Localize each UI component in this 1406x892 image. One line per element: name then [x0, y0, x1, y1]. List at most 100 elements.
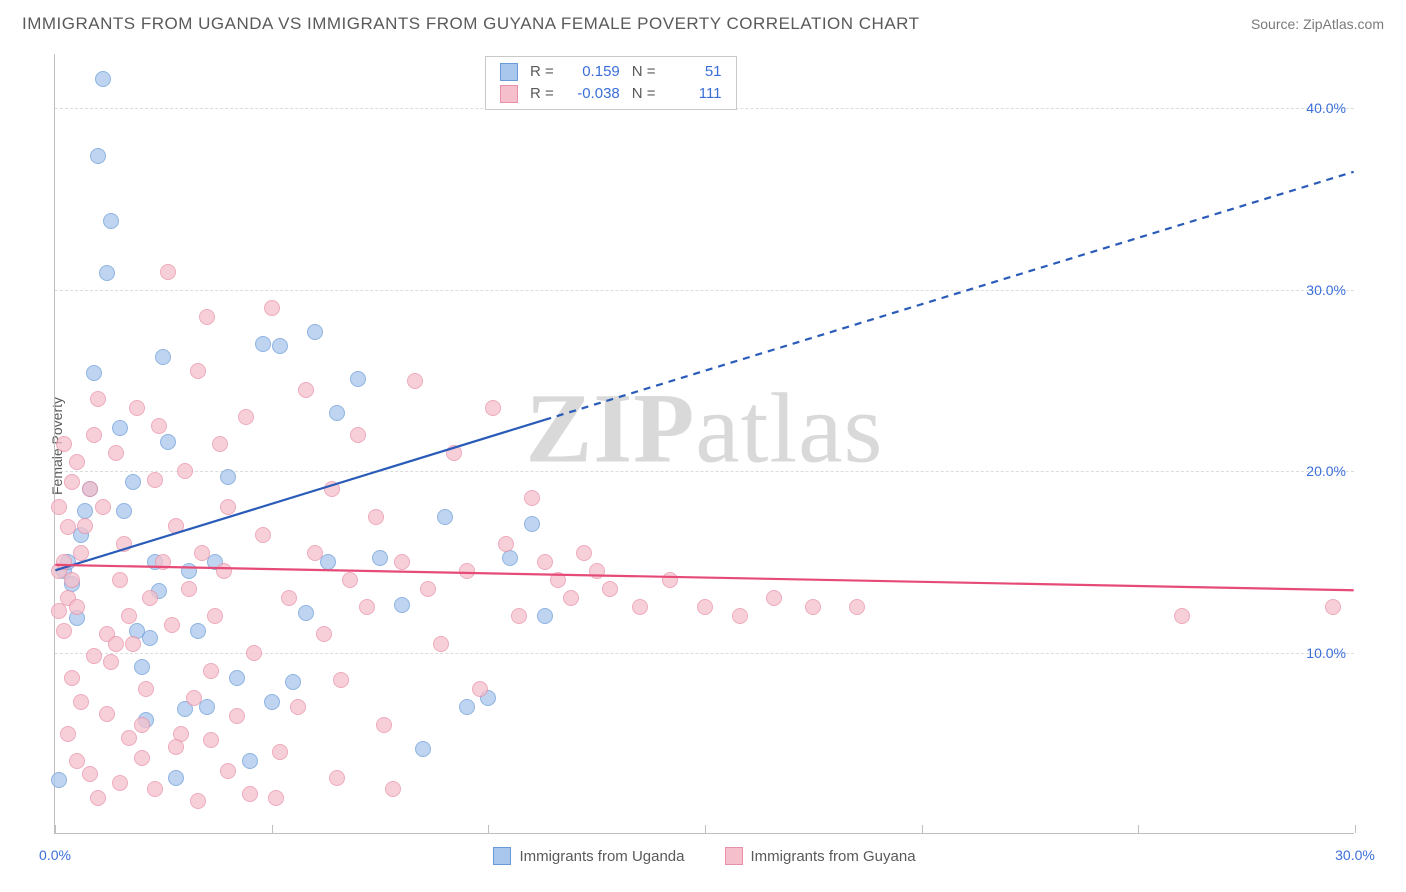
data-point	[134, 750, 150, 766]
legend-item-uganda: Immigrants from Uganda	[493, 847, 684, 865]
x-tick-mark	[272, 825, 273, 833]
data-point	[307, 545, 323, 561]
data-point	[350, 371, 366, 387]
legend-label-uganda: Immigrants from Uganda	[519, 848, 684, 865]
data-point	[307, 324, 323, 340]
data-point	[82, 766, 98, 782]
data-point	[333, 672, 349, 688]
data-point	[459, 699, 475, 715]
data-point	[298, 382, 314, 398]
stats-row-uganda: R = 0.159 N = 51	[500, 61, 722, 83]
data-point	[511, 608, 527, 624]
data-point	[524, 516, 540, 532]
data-point	[576, 545, 592, 561]
data-point	[229, 670, 245, 686]
legend: Immigrants from Uganda Immigrants from G…	[55, 847, 1354, 865]
x-tick-mark	[922, 825, 923, 833]
data-point	[316, 626, 332, 642]
data-point	[129, 400, 145, 416]
data-point	[662, 572, 678, 588]
gridline	[55, 290, 1354, 291]
x-tick-mark	[488, 825, 489, 833]
data-point	[602, 581, 618, 597]
data-point	[212, 436, 228, 452]
n-label: N =	[632, 83, 656, 105]
data-point	[342, 572, 358, 588]
data-point	[207, 608, 223, 624]
data-point	[298, 605, 314, 621]
data-point	[112, 775, 128, 791]
data-point	[732, 608, 748, 624]
y-tick-label: 20.0%	[1306, 463, 1346, 479]
data-point	[108, 636, 124, 652]
data-point	[290, 699, 306, 715]
data-point	[394, 597, 410, 613]
chart-header: IMMIGRANTS FROM UGANDA VS IMMIGRANTS FRO…	[0, 0, 1406, 44]
data-point	[147, 781, 163, 797]
data-point	[220, 763, 236, 779]
swatch-uganda	[500, 63, 518, 81]
data-point	[73, 694, 89, 710]
y-tick-label: 40.0%	[1306, 100, 1346, 116]
data-point	[151, 418, 167, 434]
watermark-zip: ZIP	[526, 372, 696, 483]
data-point	[103, 654, 119, 670]
watermark-atlas: atlas	[695, 372, 883, 483]
data-point	[181, 581, 197, 597]
data-point	[359, 599, 375, 615]
data-point	[849, 599, 865, 615]
data-point	[216, 563, 232, 579]
source-value: ZipAtlas.com	[1303, 16, 1384, 32]
data-point	[116, 503, 132, 519]
data-point	[69, 454, 85, 470]
data-point	[766, 590, 782, 606]
data-point	[242, 753, 258, 769]
data-point	[268, 790, 284, 806]
data-point	[320, 554, 336, 570]
data-point	[125, 474, 141, 490]
data-point	[407, 373, 423, 389]
data-point	[64, 670, 80, 686]
data-point	[142, 590, 158, 606]
legend-swatch-uganda	[493, 847, 511, 865]
data-point	[199, 699, 215, 715]
data-point	[99, 265, 115, 281]
data-point	[147, 472, 163, 488]
source-attribution: Source: ZipAtlas.com	[1251, 16, 1384, 32]
data-point	[372, 550, 388, 566]
data-point	[164, 617, 180, 633]
data-point	[255, 336, 271, 352]
swatch-guyana	[500, 85, 518, 103]
data-point	[116, 536, 132, 552]
data-point	[155, 349, 171, 365]
data-point	[64, 474, 80, 490]
r-label: R =	[530, 83, 554, 105]
legend-swatch-guyana	[725, 847, 743, 865]
data-point	[155, 554, 171, 570]
data-point	[203, 732, 219, 748]
data-point	[86, 648, 102, 664]
data-point	[376, 717, 392, 733]
data-point	[329, 405, 345, 421]
x-tick-mark	[1355, 825, 1356, 833]
data-point	[420, 581, 436, 597]
data-point	[415, 741, 431, 757]
data-point	[95, 71, 111, 87]
data-point	[186, 690, 202, 706]
data-point	[537, 554, 553, 570]
data-point	[264, 694, 280, 710]
data-point	[160, 434, 176, 450]
data-point	[90, 790, 106, 806]
data-point	[125, 636, 141, 652]
n-value-guyana: 111	[668, 83, 722, 105]
data-point	[589, 563, 605, 579]
data-point	[73, 545, 89, 561]
data-point	[459, 563, 475, 579]
legend-label-guyana: Immigrants from Guyana	[751, 848, 916, 865]
data-point	[485, 400, 501, 416]
stats-row-guyana: R = -0.038 N = 111	[500, 83, 722, 105]
data-point	[433, 636, 449, 652]
data-point	[51, 772, 67, 788]
data-point	[168, 518, 184, 534]
data-point	[437, 509, 453, 525]
